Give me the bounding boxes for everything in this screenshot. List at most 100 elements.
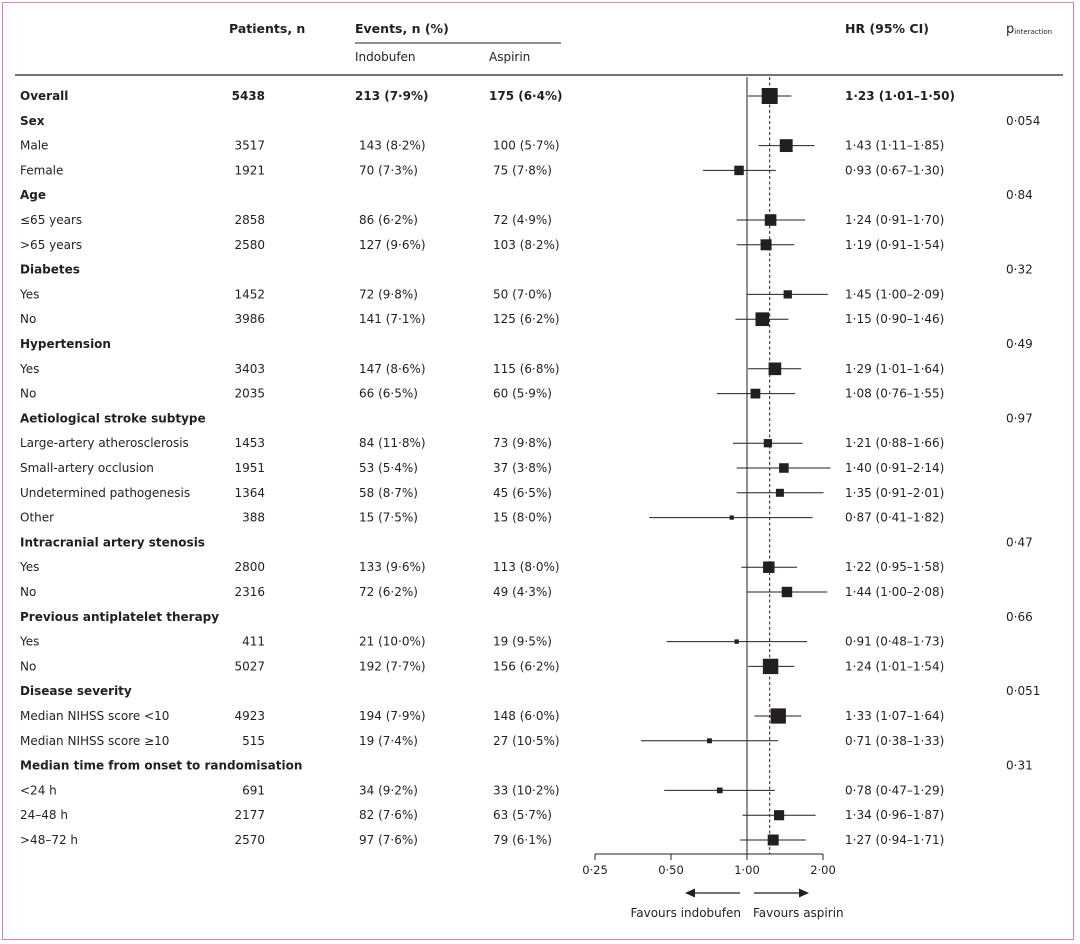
hr-ci: 1·43 (1·11–1·85)	[845, 139, 944, 153]
indobufen-events: 58 (8·7%)	[359, 486, 418, 500]
group-label: Hypertension	[20, 337, 111, 351]
patients-count: 1951	[234, 461, 265, 475]
hr-ci: 1·21 (0·88–1·66)	[845, 436, 944, 450]
indobufen-events: 21 (10·0%)	[359, 635, 426, 649]
indobufen-events: 82 (7·6%)	[359, 808, 418, 822]
hr-marker	[750, 388, 761, 399]
hr-ci: 0·78 (0·47–1·29)	[845, 783, 944, 797]
subgroup-label: Female	[20, 163, 63, 177]
indobufen-events: 143 (8·2%)	[359, 139, 426, 153]
p-interaction: 0·49	[1006, 337, 1033, 351]
forest-plot: Patients, n Events, n (%) Indobufen Aspi…	[15, 21, 1063, 920]
aspirin-events: 63 (5·7%)	[493, 808, 552, 822]
hr-ci: 0·71 (0·38–1·33)	[845, 734, 944, 748]
subgroup-label: Undetermined pathogenesis	[20, 486, 190, 500]
hr-marker	[768, 362, 782, 376]
indobufen-events: 72 (6·2%)	[359, 585, 418, 599]
hr-marker	[779, 463, 789, 473]
favours-aspirin-arrowhead	[799, 888, 809, 898]
aspirin-events: 148 (6·0%)	[493, 709, 560, 723]
subgroup-label: Yes	[19, 560, 39, 574]
hr-marker	[767, 834, 779, 846]
aspirin-events: 33 (10·2%)	[493, 783, 560, 797]
indobufen-events: 141 (7·1%)	[359, 312, 426, 326]
header-p-sub: interaction	[1014, 28, 1052, 36]
aspirin-events: 49 (4·3%)	[493, 585, 552, 599]
indobufen-events: 19 (7·4%)	[359, 734, 418, 748]
table-rows: Overall 5438 213 (7·9%) 175 (6·4%) 1·23 (1·0…	[19, 89, 1040, 847]
hr-marker	[781, 586, 793, 598]
subgroup-label: Large-artery atherosclerosis	[20, 436, 189, 450]
aspirin-events: 79 (6·1%)	[493, 833, 552, 847]
hr-marker	[760, 239, 772, 251]
hr-marker	[729, 515, 734, 520]
hr-marker	[775, 488, 784, 497]
header-indobufen: Indobufen	[355, 50, 416, 64]
patients-count: 2570	[234, 833, 265, 847]
x-tick-label: 2·00	[810, 863, 836, 877]
aspirin-events: 27 (10·5%)	[493, 734, 560, 748]
p-interaction: 0·054	[1006, 114, 1040, 128]
aspirin-events: 100 (5·7%)	[493, 139, 560, 153]
indobufen-events: 70 (7·3%)	[359, 163, 418, 177]
subgroup-label: Male	[20, 139, 48, 153]
hr-marker	[755, 312, 770, 327]
hr-ci: 1·23 (1·01–1·50)	[845, 89, 955, 103]
subgroup-label: Small-artery occlusion	[20, 461, 154, 475]
patients-count: 1452	[234, 287, 265, 301]
hr-ci: 1·44 (1·00–2·08)	[845, 585, 944, 599]
hr-marker	[783, 290, 792, 299]
indobufen-events: 194 (7·9%)	[359, 709, 426, 723]
hr-marker	[763, 439, 773, 448]
aspirin-events: 75 (7·8%)	[493, 163, 552, 177]
patients-count: 2800	[234, 560, 265, 574]
hr-ci: 0·93 (0·67–1·30)	[845, 163, 944, 177]
p-interaction: 0·32	[1006, 263, 1033, 277]
patients-count: 5438	[232, 89, 265, 103]
hr-ci: 1·08 (0·76–1·55)	[845, 387, 944, 401]
p-interaction: 0·051	[1006, 684, 1040, 698]
patients-count: 3403	[234, 362, 265, 376]
favours-indobufen-arrowhead	[685, 888, 695, 898]
subgroup-label: >65 years	[20, 238, 82, 252]
subgroup-label: Yes	[19, 635, 39, 649]
patients-count: 388	[242, 511, 265, 525]
subgroup-label: Yes	[19, 362, 39, 376]
header-events: Events, n (%)	[355, 21, 449, 36]
aspirin-events: 19 (9·5%)	[493, 635, 552, 649]
patients-count: 5027	[234, 659, 265, 673]
subgroup-label: No	[20, 659, 36, 673]
hr-ci: 1·24 (1·01–1·54)	[845, 659, 944, 673]
x-tick-label: 1·00	[734, 863, 760, 877]
hr-marker	[706, 738, 712, 744]
subgroup-label: Median NIHSS score ≥10	[20, 734, 169, 748]
indobufen-events: 192 (7·7%)	[359, 659, 426, 673]
indobufen-events: 147 (8·6%)	[359, 362, 426, 376]
subgroup-label: No	[20, 387, 36, 401]
hr-marker	[716, 787, 723, 794]
subgroup-label: >48–72 h	[20, 833, 78, 847]
patients-count: 2580	[234, 238, 265, 252]
x-tick-label: 0·25	[582, 863, 608, 877]
hr-marker	[764, 214, 777, 226]
hr-marker	[734, 639, 739, 644]
hr-ci: 1·27 (0·94–1·71)	[845, 833, 944, 847]
patients-count: 1921	[234, 163, 265, 177]
aspirin-events: 72 (4·9%)	[493, 213, 552, 227]
hr-marker	[762, 658, 779, 675]
hr-ci: 1·40 (0·91–2·14)	[845, 461, 944, 475]
patients-count: 2858	[234, 213, 265, 227]
hr-marker	[774, 810, 785, 821]
aspirin-events: 45 (6·5%)	[493, 486, 552, 500]
indobufen-events: 15 (7·5%)	[359, 511, 418, 525]
patients-count: 691	[242, 783, 265, 797]
indobufen-events: 86 (6·2%)	[359, 213, 418, 227]
p-interaction: 0·84	[1006, 188, 1033, 202]
favours-aspirin-label: Favours aspirin	[753, 906, 844, 920]
subgroup-label: No	[20, 312, 36, 326]
subgroup-label: Median NIHSS score <10	[20, 709, 169, 723]
patients-count: 411	[242, 635, 265, 649]
patients-count: 4923	[234, 709, 265, 723]
patients-count: 2177	[234, 808, 265, 822]
